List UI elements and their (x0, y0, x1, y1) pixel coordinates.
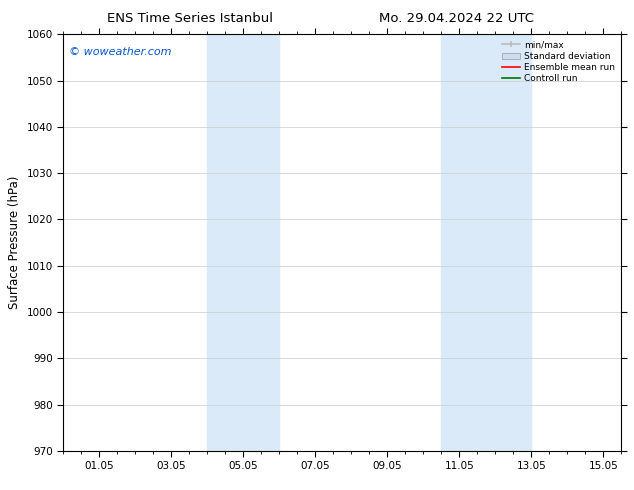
Text: © woweather.com: © woweather.com (69, 47, 171, 57)
Y-axis label: Surface Pressure (hPa): Surface Pressure (hPa) (8, 176, 21, 309)
Bar (207, 34, 280, 451)
Text: Mo. 29.04.2024 22 UTC: Mo. 29.04.2024 22 UTC (379, 12, 534, 25)
Legend: min/max, Standard deviation, Ensemble mean run, Controll run: min/max, Standard deviation, Ensemble me… (500, 39, 617, 85)
Text: ENS Time Series Istanbul: ENS Time Series Istanbul (107, 12, 273, 25)
Bar (441, 34, 531, 451)
